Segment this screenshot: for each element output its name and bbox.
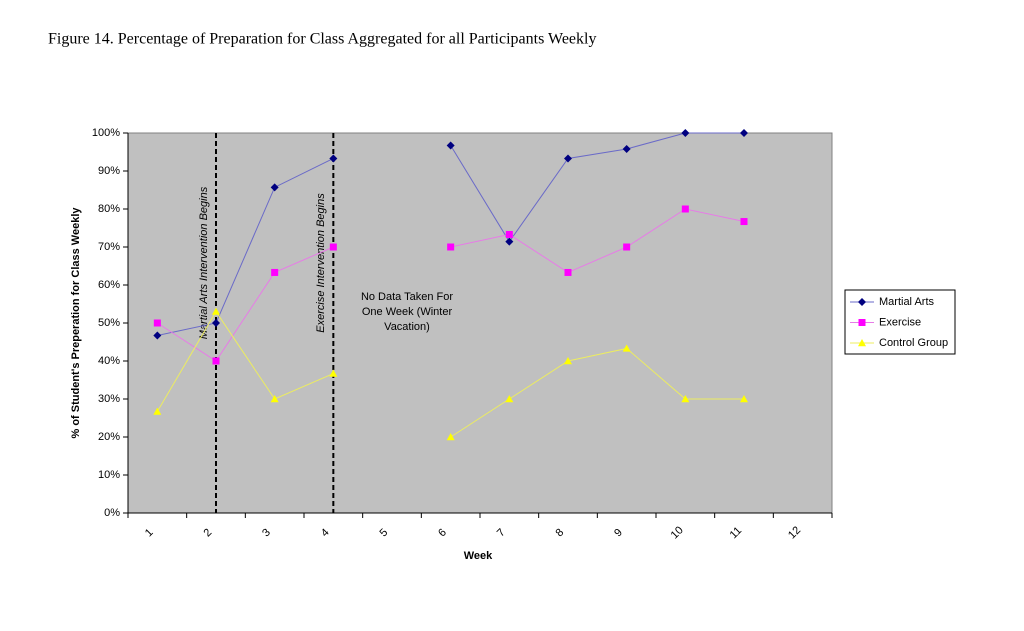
y-tick-label: 20%	[98, 431, 120, 443]
x-tick-label: 4	[319, 527, 332, 540]
x-tick-label: 2	[202, 527, 215, 540]
plot-area	[127, 132, 833, 514]
y-tick-label: 60%	[98, 279, 120, 291]
x-tick-label: 10	[669, 524, 686, 541]
data-point	[564, 154, 572, 163]
x-tick-label: 12	[786, 524, 803, 541]
intervention-label: Exercise Intervention Begins	[315, 193, 327, 333]
data-point	[329, 154, 338, 163]
legend: Martial Arts Exercise Control Group	[844, 289, 956, 355]
data-point	[153, 319, 161, 327]
data-point	[329, 369, 338, 377]
legend-marker	[858, 319, 866, 326]
data-point	[622, 344, 631, 352]
y-tick-label: 10%	[98, 469, 120, 481]
data-point	[270, 183, 279, 192]
x-tick-label: 9	[612, 527, 625, 540]
x-axis-title: Week	[464, 550, 493, 562]
data-point	[212, 307, 220, 315]
data-point	[153, 407, 162, 415]
legend-marker	[858, 298, 866, 306]
legend-label: Exercise	[879, 316, 921, 328]
y-axis-title: % of Student's Preperation for Class Wee…	[70, 207, 82, 439]
data-point	[564, 268, 572, 276]
series-line	[157, 132, 744, 337]
legend-marker	[858, 339, 866, 347]
chart-title: Figure 14. Percentage of Preparation for…	[48, 31, 596, 48]
data-point	[740, 129, 748, 137]
series-line	[156, 310, 744, 438]
y-tick-label: 50%	[98, 317, 120, 329]
data-point	[446, 141, 455, 150]
data-point	[271, 268, 279, 276]
note-text: No Data Taken For	[361, 291, 453, 303]
data-point	[505, 395, 514, 403]
series-line	[157, 208, 745, 362]
data-point	[681, 205, 689, 213]
x-tick-label: 8	[554, 527, 567, 540]
data-point	[564, 357, 572, 365]
data-point	[447, 243, 455, 251]
note-text: Vacation)	[384, 321, 430, 333]
x-tick-label: 11	[728, 525, 745, 542]
data-point	[212, 357, 220, 365]
y-tick-label: 0%	[104, 507, 120, 519]
y-tick-label: 90%	[98, 165, 120, 177]
intervention-label: Martial Arts Intervention Begins	[198, 186, 210, 339]
note-text: One Week (Winter	[362, 306, 453, 318]
data-point	[623, 243, 631, 251]
legend-label: Martial Arts	[879, 296, 935, 308]
legend-label: Control Group	[879, 337, 948, 349]
data-point	[505, 230, 513, 238]
y-tick-label: 80%	[98, 203, 120, 215]
x-tick-label: 7	[495, 527, 508, 540]
data-point	[270, 395, 279, 403]
data-point	[329, 243, 337, 251]
data-point	[212, 319, 220, 327]
data-point	[153, 331, 162, 340]
data-point	[446, 433, 455, 441]
x-tick-label: 6	[436, 527, 449, 540]
data-point	[681, 129, 690, 137]
data-point	[681, 395, 690, 403]
x-tick-label: 5	[378, 527, 391, 540]
y-tick-label: 70%	[98, 241, 120, 253]
data-point	[740, 395, 748, 403]
y-tick-label: 30%	[98, 393, 120, 405]
data-point	[505, 237, 514, 246]
data-point	[622, 144, 631, 153]
y-tick-label: 40%	[98, 355, 120, 367]
x-tick-label: 3	[260, 527, 273, 540]
x-tick-label: 1	[143, 527, 156, 540]
y-tick-label: 100%	[92, 127, 120, 139]
data-point	[740, 218, 748, 226]
